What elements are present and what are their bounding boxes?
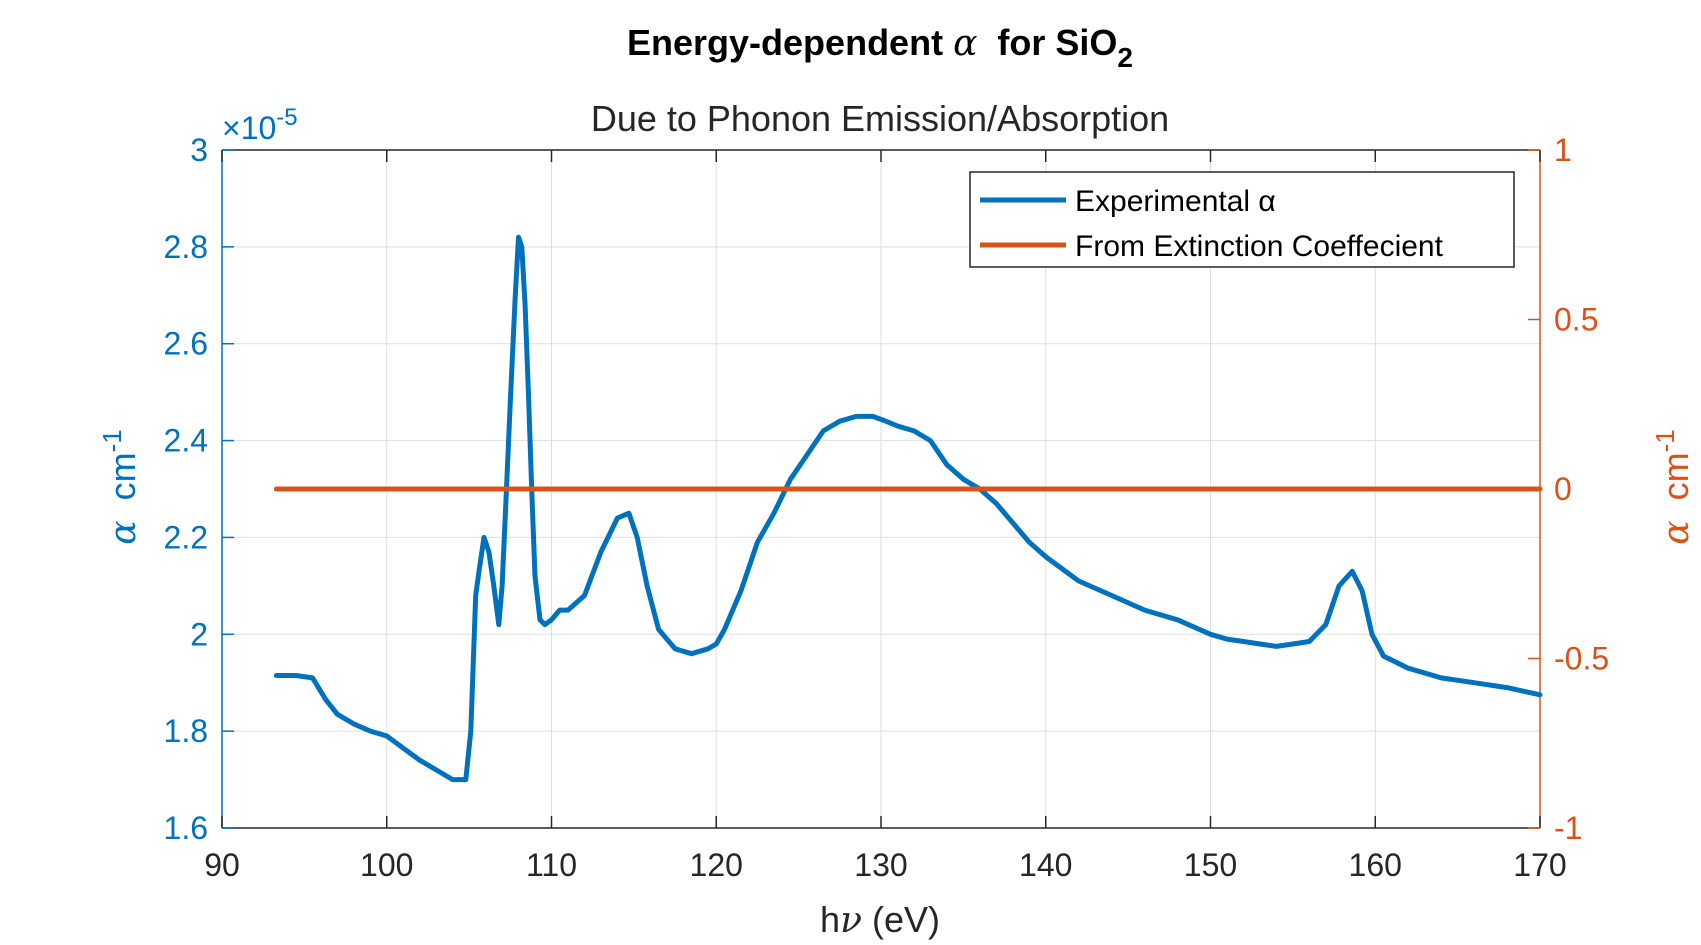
chart-subtitle: Due to Phonon Emission/Absorption <box>591 98 1169 139</box>
legend: Experimental α From Extinction Coeffecie… <box>969 171 1515 268</box>
left-y-tick-label: 2.8 <box>164 229 208 265</box>
x-tick-label: 160 <box>1349 847 1402 883</box>
x-tick-label: 170 <box>1513 847 1566 883</box>
left-y-axis-label: α cm-1 <box>97 429 144 544</box>
legend-label-experimental: Experimental α <box>1075 185 1276 218</box>
right-y-axis-label: α cm-1 <box>1650 429 1697 544</box>
left-y-tick-label: 1.8 <box>164 713 208 749</box>
x-tick-label: 150 <box>1184 847 1237 883</box>
x-tick-label: 110 <box>526 847 577 883</box>
x-tick-label: 130 <box>854 847 907 883</box>
right-y-tick-label: -0.5 <box>1554 641 1609 677</box>
x-tick-label: 100 <box>360 847 413 883</box>
left-axis-multiplier: ×10-5 <box>222 104 298 146</box>
chart-title: Energy-dependent α for SiO2 <box>627 22 1133 73</box>
left-y-tick-label: 2 <box>190 616 208 652</box>
right-y-tick-label: 0.5 <box>1554 302 1598 338</box>
axes: 90 100 110 120 130 140 150 160 1701.61.822.22.42… <box>164 132 1610 883</box>
series-lines <box>273 234 1543 783</box>
left-y-tick-label: 3 <box>190 132 208 168</box>
left-y-tick-label: 2.4 <box>164 423 208 459</box>
x-tick-label: 120 <box>690 847 743 883</box>
left-y-tick-label: 2.6 <box>164 326 208 362</box>
right-y-tick-label: 1 <box>1554 132 1572 168</box>
legend-box <box>969 171 1515 268</box>
x-axis-label: hν (eV) <box>820 899 940 941</box>
right-y-tick-label: -1 <box>1554 810 1582 846</box>
series-line-experimental <box>273 234 1543 783</box>
right-y-tick-label: 0 <box>1554 471 1572 507</box>
left-y-tick-label: 1.6 <box>164 810 208 846</box>
legend-label-extinction: From Extinction Coeffecient <box>1075 230 1444 263</box>
left-y-tick-label: 2.2 <box>164 519 208 555</box>
x-tick-label: 90 <box>204 847 240 883</box>
x-tick-label: 140 <box>1019 847 1072 883</box>
